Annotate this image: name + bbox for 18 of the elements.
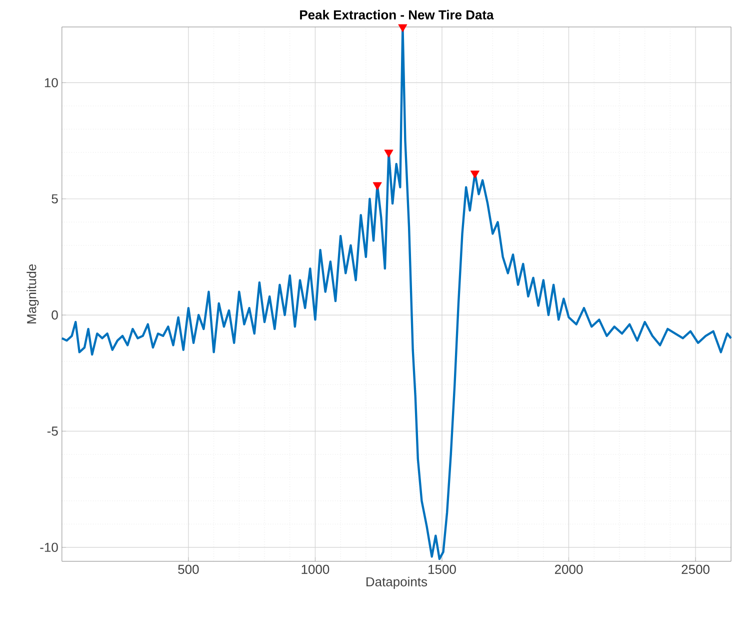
x-tick-label: 1000 — [302, 564, 330, 574]
chart-title: Peak Extraction - New Tire Data — [300, 10, 494, 20]
line-series — [60, 26, 732, 560]
y-axis-title: Magnitude — [26, 264, 39, 324]
x-tick-label: 500 — [178, 564, 199, 574]
y-tick-label: 0 — [52, 310, 58, 320]
y-tick-label: -10 — [40, 542, 58, 552]
y-tick-label: -5 — [47, 426, 58, 436]
point — [398, 24, 408, 32]
x-tick-label: 2000 — [554, 564, 583, 574]
y-tick-label: 5 — [52, 194, 58, 204]
x-tick-label: 1500 — [428, 564, 456, 574]
point — [470, 170, 480, 178]
x-axis-title: Datapoints — [366, 576, 428, 589]
y-tick-label: 10 — [44, 78, 58, 88]
point — [372, 182, 382, 190]
x-tick-label: 2500 — [682, 564, 710, 574]
point — [384, 150, 394, 158]
